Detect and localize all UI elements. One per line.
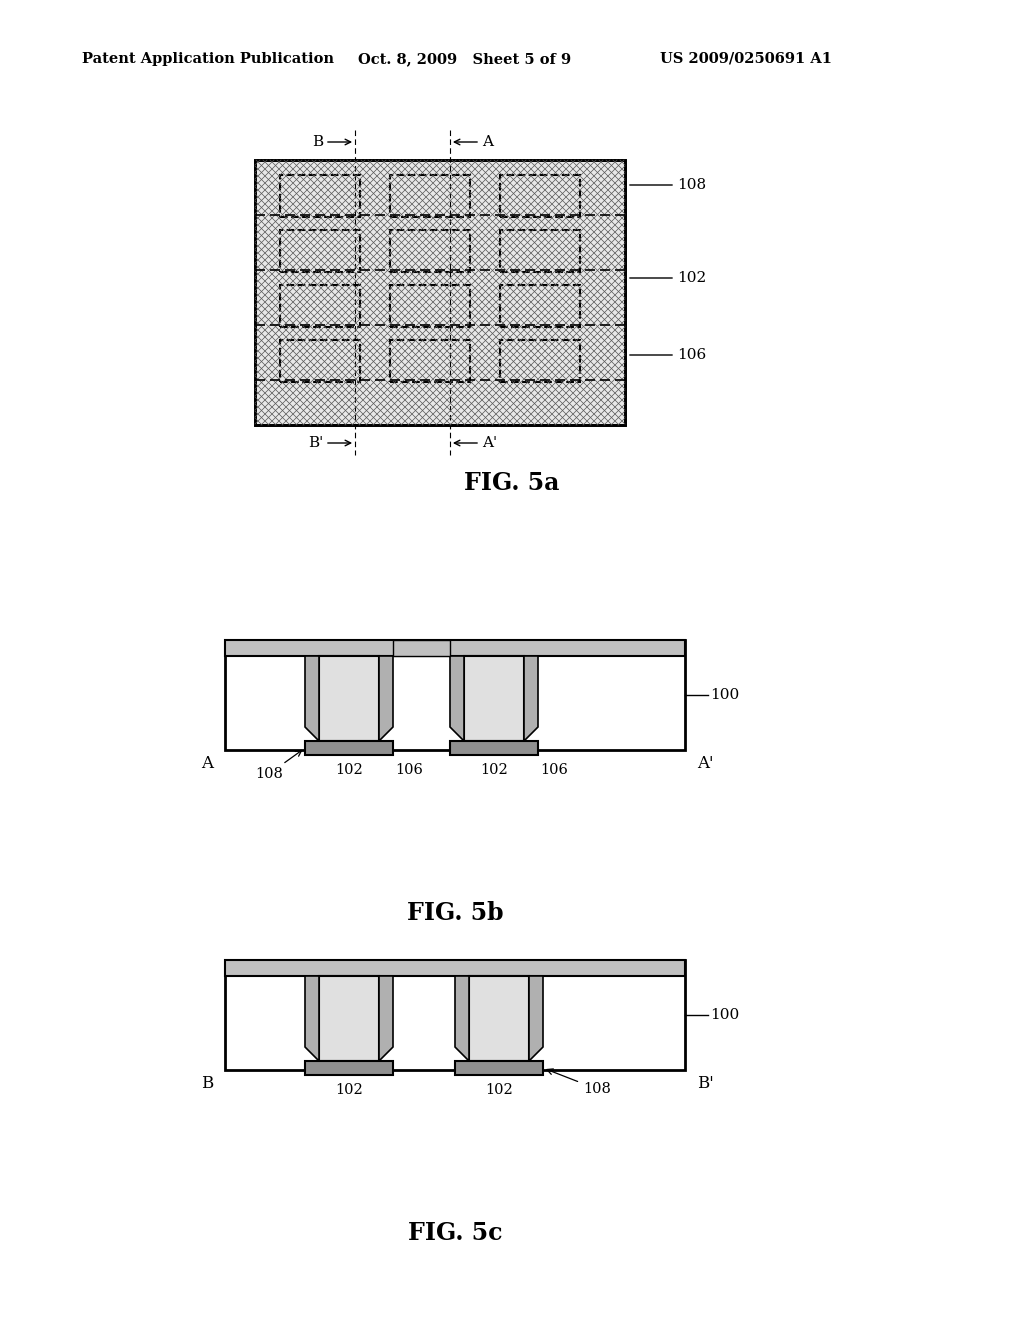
Bar bbox=[225, 640, 685, 656]
Text: B': B' bbox=[697, 1074, 714, 1092]
Bar bbox=[500, 341, 580, 381]
Text: B': B' bbox=[308, 436, 323, 450]
Text: A': A' bbox=[482, 436, 497, 450]
Bar bbox=[319, 656, 379, 741]
Bar bbox=[450, 741, 538, 755]
Bar bbox=[225, 960, 685, 1071]
Text: US 2009/0250691 A1: US 2009/0250691 A1 bbox=[660, 51, 831, 66]
Bar bbox=[280, 341, 360, 381]
Bar bbox=[305, 1061, 393, 1074]
Text: 106: 106 bbox=[540, 763, 568, 777]
Text: A': A' bbox=[697, 755, 714, 772]
Text: A: A bbox=[201, 755, 213, 772]
Text: 108: 108 bbox=[677, 178, 707, 191]
Bar bbox=[280, 176, 360, 216]
Text: 100: 100 bbox=[710, 688, 739, 702]
Text: 102: 102 bbox=[480, 763, 508, 777]
Bar bbox=[455, 1061, 543, 1074]
Bar bbox=[500, 230, 580, 272]
Polygon shape bbox=[305, 656, 319, 741]
Polygon shape bbox=[529, 975, 543, 1061]
Text: Oct. 8, 2009   Sheet 5 of 9: Oct. 8, 2009 Sheet 5 of 9 bbox=[358, 51, 571, 66]
Bar bbox=[455, 1061, 543, 1074]
Text: 102: 102 bbox=[485, 1082, 513, 1097]
Bar bbox=[319, 656, 379, 741]
Bar bbox=[500, 176, 580, 216]
Bar bbox=[305, 741, 393, 755]
Polygon shape bbox=[455, 975, 469, 1061]
Text: B: B bbox=[201, 1074, 213, 1092]
Bar bbox=[390, 341, 470, 381]
Bar bbox=[390, 285, 470, 327]
Polygon shape bbox=[450, 656, 464, 741]
Text: 102: 102 bbox=[677, 271, 707, 285]
Bar bbox=[500, 285, 580, 327]
Bar bbox=[280, 285, 360, 327]
Text: FIG. 5c: FIG. 5c bbox=[408, 1221, 502, 1245]
Polygon shape bbox=[379, 975, 393, 1061]
Bar bbox=[319, 975, 379, 1061]
Bar bbox=[225, 960, 685, 975]
Bar bbox=[305, 1061, 393, 1074]
Text: 102: 102 bbox=[335, 1082, 362, 1097]
Bar bbox=[280, 230, 360, 272]
Polygon shape bbox=[524, 656, 538, 741]
Bar bbox=[390, 230, 470, 272]
Text: 106: 106 bbox=[395, 763, 423, 777]
Bar bbox=[469, 975, 529, 1061]
Text: 102: 102 bbox=[335, 763, 362, 777]
Bar bbox=[319, 975, 379, 1061]
Bar bbox=[390, 176, 470, 216]
Bar bbox=[393, 640, 450, 656]
Bar bbox=[225, 640, 685, 750]
Bar bbox=[450, 741, 538, 755]
Bar bbox=[225, 640, 685, 656]
Text: A: A bbox=[482, 135, 493, 149]
Bar bbox=[255, 160, 625, 425]
Polygon shape bbox=[305, 975, 319, 1061]
Text: 108: 108 bbox=[255, 751, 302, 781]
Bar bbox=[393, 640, 450, 656]
Bar bbox=[464, 656, 524, 741]
Bar bbox=[469, 975, 529, 1061]
Text: B: B bbox=[312, 135, 323, 149]
Bar bbox=[255, 160, 625, 425]
Text: 106: 106 bbox=[677, 348, 707, 362]
Bar bbox=[464, 656, 524, 741]
Text: FIG. 5a: FIG. 5a bbox=[464, 471, 560, 495]
Bar bbox=[225, 960, 685, 975]
Text: 108: 108 bbox=[547, 1069, 611, 1096]
Text: FIG. 5b: FIG. 5b bbox=[407, 902, 504, 925]
Bar bbox=[305, 741, 393, 755]
Text: Patent Application Publication: Patent Application Publication bbox=[82, 51, 334, 66]
Text: 100: 100 bbox=[710, 1008, 739, 1022]
Polygon shape bbox=[379, 656, 393, 741]
